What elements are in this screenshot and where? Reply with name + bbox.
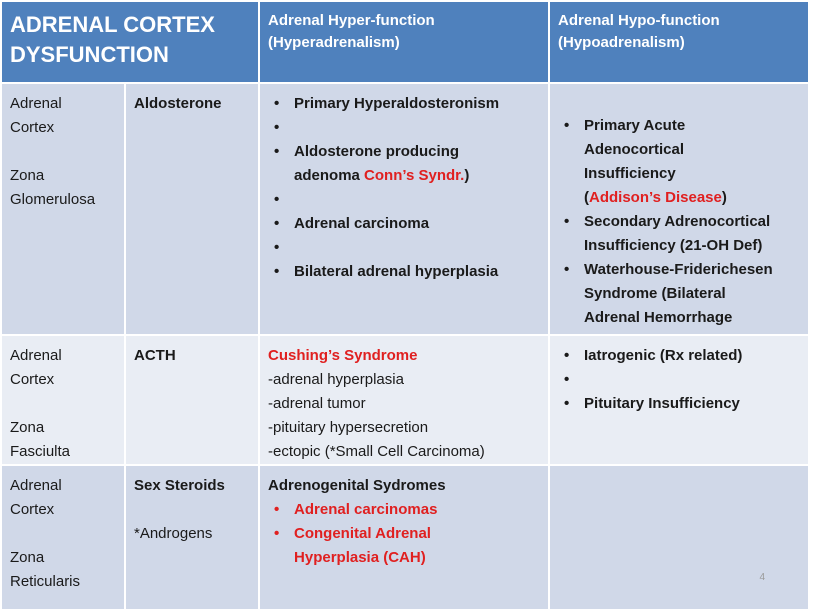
item-text: Congenital Adrenal (294, 525, 431, 542)
item-text: Secondary Adrenocortical (584, 213, 771, 230)
item-text: Insufficiency (584, 165, 676, 182)
organ-line: Adrenal (10, 347, 62, 364)
hyperfunction-header: Adrenal Hyper-function (Hyperadrenalism) (258, 0, 551, 84)
hyper-header-line1: Adrenal Hyper-function (268, 12, 435, 29)
cause-line: -pituitary hypersecretion (268, 419, 429, 436)
hormone-cell: Sex Steroids *Androgens (123, 464, 261, 611)
item-text: Hyperplasia (CAH) (294, 549, 426, 566)
zone-line: Zona (10, 167, 45, 184)
item-text: Insufficiency (21-OH Def) (584, 237, 763, 254)
list-item: Adrenal carcinoma (268, 212, 540, 236)
spacer (268, 236, 540, 260)
item-text: Syndrome (Bilateral (584, 285, 726, 302)
table-title-text: ADRENAL CORTEX DYSFUNCTION (10, 12, 215, 67)
hormone-label: ACTH (134, 347, 176, 364)
page-number: 4 (759, 572, 765, 583)
table-row-fasciulta: Adrenal Cortex Zona Fasciulta ACTH Cushi… (0, 334, 811, 466)
table-row-glomerulosa: Adrenal Cortex Zona Glomerulosa Aldoster… (0, 82, 811, 336)
hyper-header-line2: (Hyperadrenalism) (268, 34, 400, 51)
item-text: ) (721, 189, 727, 206)
list-item: Adrenal carcinomas (268, 498, 540, 522)
spacer (268, 188, 540, 212)
hormone-label: Aldosterone (134, 95, 222, 112)
item-text: adenoma (294, 167, 365, 184)
conns-syndrome-text: Conn’s Syndr. (364, 167, 465, 184)
cause-line: -ectopic (*Small Cell Carcinoma) (268, 443, 485, 460)
item-text: ( (584, 189, 590, 206)
zone-line: Reticularis (10, 573, 81, 590)
list-item: Aldosterone producing adenoma Conn’s Syn… (268, 140, 540, 188)
zone-line: Zona (10, 419, 45, 436)
item-text: Bilateral adrenal hyperplasia (294, 263, 499, 280)
hormone-cell: Aldosterone (123, 82, 261, 336)
item-text: Aldosterone producing (294, 143, 460, 160)
organ-cell: Adrenal Cortex Zona Glomerulosa (0, 82, 126, 336)
organ-line: Cortex (10, 119, 55, 136)
item-text: Pituitary Insufficiency (584, 395, 740, 412)
list-item: Pituitary Insufficiency (558, 392, 800, 416)
list-item: Bilateral adrenal hyperplasia (268, 260, 540, 284)
item-text: Adenocortical (584, 141, 685, 158)
item-text: Primary Hyperaldosteronism (294, 95, 500, 112)
organ-cell: Adrenal Cortex Zona Fasciulta (0, 334, 126, 466)
item-text: Adrenal carcinoma (294, 215, 430, 232)
item-text: Adrenal Hemorrhage (584, 309, 733, 326)
hormone-label: Sex Steroids (134, 477, 225, 494)
header-row: ADRENAL CORTEX DYSFUNCTION Adrenal Hyper… (0, 0, 811, 84)
item-text: Waterhouse-Friderichesen (584, 261, 773, 278)
hypo-header-line2: (Hypoadrenalism) (558, 34, 685, 51)
item-text: Adrenal carcinomas (294, 501, 438, 518)
list-item: Primary Hyperaldosteronism (268, 92, 540, 116)
hyperfunction-cell: Primary Hyperaldosteronism Aldosterone p… (258, 82, 551, 336)
hyperfunction-cell: Adrenogenital Sydromes Adrenal carcinoma… (258, 464, 551, 611)
hypofunction-header: Adrenal Hypo-function (Hypoadrenalism) (548, 0, 811, 84)
organ-line: Adrenal (10, 477, 62, 494)
zone-line: Fasciulta (10, 443, 71, 460)
cause-line: -adrenal hyperplasia (268, 371, 404, 388)
adrenogenital-title: Adrenogenital Sydromes (268, 477, 446, 494)
cause-line: -adrenal tumor (268, 395, 366, 412)
hypo-header-line1: Adrenal Hypo-function (558, 12, 720, 29)
list-item: Waterhouse-Friderichesen Syndrome (Bilat… (558, 258, 800, 330)
organ-line: Adrenal (10, 95, 62, 112)
cushings-syndrome-title: Cushing’s Syndrome (268, 347, 418, 364)
list-item: Secondary Adrenocortical Insufficiency (… (558, 210, 800, 258)
organ-line: Cortex (10, 501, 55, 518)
hypofunction-cell: Primary Acute Adenocortical Insufficienc… (548, 82, 811, 336)
organ-line: Cortex (10, 371, 55, 388)
item-text: Primary Acute (584, 117, 686, 134)
hypofunction-cell-empty (548, 464, 811, 611)
item-text: Iatrogenic (Rx related) (584, 347, 743, 364)
hypofunction-cell: Iatrogenic (Rx related) Pituitary Insuff… (548, 334, 811, 466)
spacer (558, 368, 800, 392)
list-item: Primary Acute Adenocortical Insufficienc… (558, 114, 800, 210)
table-row-reticularis: Adrenal Cortex Zona Reticularis Sex Ster… (0, 464, 811, 611)
item-text: ) (464, 167, 470, 184)
zone-line: Glomerulosa (10, 191, 96, 208)
addisons-disease-text: Addison’s Disease (589, 189, 722, 206)
hormone-note: *Androgens (134, 525, 213, 542)
organ-cell: Adrenal Cortex Zona Reticularis (0, 464, 126, 611)
zone-line: Zona (10, 549, 45, 566)
list-item: Iatrogenic (Rx related) (558, 344, 800, 368)
hormone-cell: ACTH (123, 334, 261, 466)
list-item: Congenital Adrenal Hyperplasia (CAH) (268, 522, 540, 570)
spacer (268, 116, 540, 140)
table-title: ADRENAL CORTEX DYSFUNCTION (0, 0, 261, 84)
hyperfunction-cell: Cushing’s Syndrome -adrenal hyperplasia … (258, 334, 551, 466)
